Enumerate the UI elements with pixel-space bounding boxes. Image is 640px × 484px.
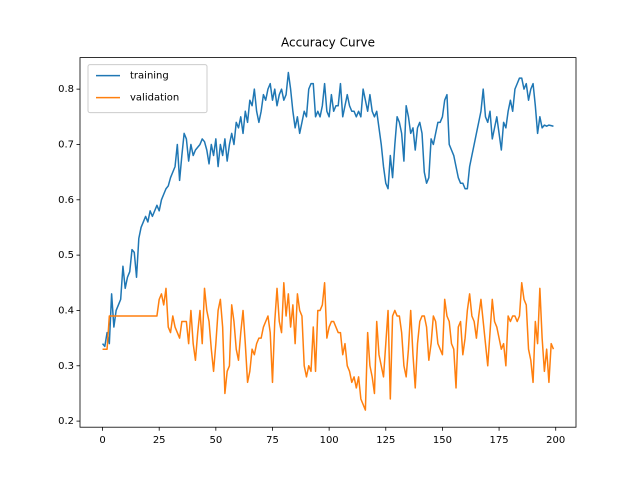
x-tick-label: 75 — [266, 435, 279, 446]
line — [101, 71, 554, 348]
chart-title: Accuracy Curve — [281, 36, 375, 50]
y-tick-label: 0.5 — [58, 250, 74, 261]
x-tick-label: 150 — [433, 435, 452, 446]
x-tick-label: 175 — [490, 435, 509, 446]
x-tick-label: 25 — [153, 435, 166, 446]
legend-label: training — [130, 71, 169, 82]
y-tick-label: 0.2 — [58, 416, 74, 427]
y-tick-label: 0.3 — [58, 361, 74, 372]
legend-label: validation — [130, 93, 179, 104]
y-tick-label: 0.4 — [58, 305, 74, 316]
y-tick-label: 0.6 — [58, 195, 74, 206]
x-tick-label: 200 — [546, 435, 565, 446]
x-tick-label: 125 — [376, 435, 395, 446]
line — [102, 282, 555, 411]
x-tick-label: 50 — [209, 435, 222, 446]
axes-frame — [79, 57, 577, 428]
x-tick-label: 0 — [99, 435, 105, 446]
y-tick-label: 0.8 — [58, 84, 74, 95]
y-tick-label: 0.7 — [58, 139, 74, 150]
legend-box — [87, 64, 208, 114]
x-tick-label: 100 — [320, 435, 339, 446]
